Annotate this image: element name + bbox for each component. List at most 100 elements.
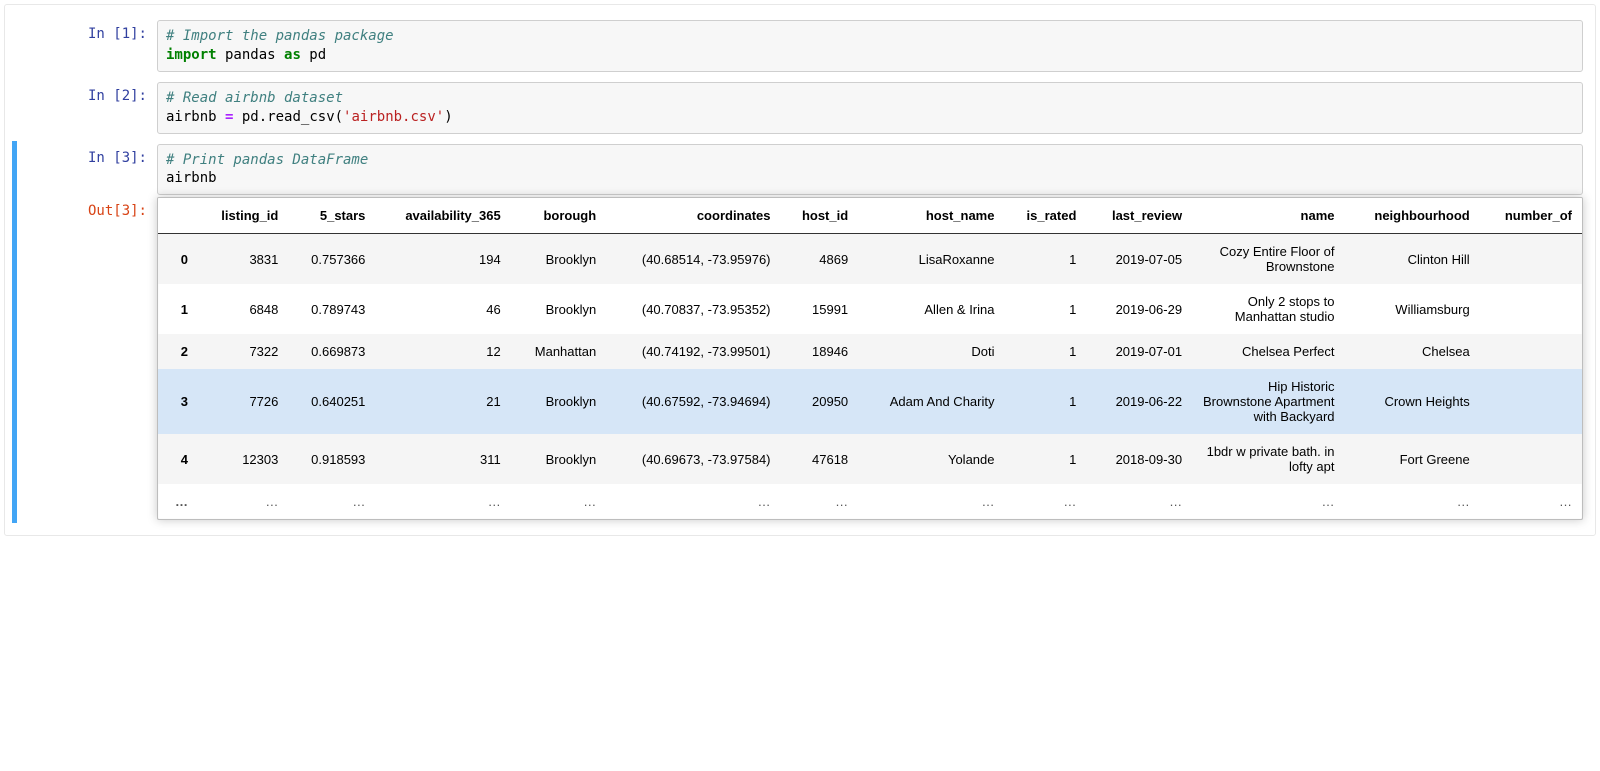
table-row[interactable]: 4123030.918593311Brooklyn(40.69673, -73.… xyxy=(158,434,1582,484)
table-cell: Yolande xyxy=(858,434,1004,484)
table-column-header: listing_id xyxy=(198,198,288,234)
table-cell: 2019-06-22 xyxy=(1086,369,1192,434)
table-cell: Hip Historic Brownstone Apartment with B… xyxy=(1192,369,1344,434)
table-column-header: name xyxy=(1192,198,1344,234)
code-string: 'airbnb.csv' xyxy=(343,109,444,125)
table-cell: 7726 xyxy=(198,369,288,434)
table-cell: … xyxy=(288,484,375,519)
code-text: airbnb xyxy=(166,170,217,186)
code-text: ) xyxy=(444,109,452,125)
code-input-1[interactable]: # Import the pandas package import panda… xyxy=(157,20,1583,72)
table-row[interactable]: 273220.66987312Manhattan(40.74192, -73.9… xyxy=(158,334,1582,369)
code-comment: # Import the pandas package xyxy=(166,28,394,44)
table-cell: 18946 xyxy=(781,334,859,369)
table-cell: Fort Greene xyxy=(1345,434,1480,484)
table-column-header: borough xyxy=(511,198,606,234)
table-column-header: host_name xyxy=(858,198,1004,234)
table-row-index: … xyxy=(158,484,198,519)
table-cell: 2019-07-01 xyxy=(1086,334,1192,369)
table-cell: 1 xyxy=(1004,369,1086,434)
table-cell: Adam And Charity xyxy=(858,369,1004,434)
table-cell: … xyxy=(1004,484,1086,519)
table-cell: LisaRoxanne xyxy=(858,234,1004,285)
table-cell: … xyxy=(781,484,859,519)
table-cell: 46 xyxy=(375,284,510,334)
table-cell: 6848 xyxy=(198,284,288,334)
table-cell: … xyxy=(1192,484,1344,519)
code-cell-2[interactable]: In [2]: # Read airbnb dataset airbnb = p… xyxy=(17,79,1583,137)
table-cell: 0.757366 xyxy=(288,234,375,285)
table-cell: 0.640251 xyxy=(288,369,375,434)
table-cell: 4869 xyxy=(781,234,859,285)
table-column-header: host_id xyxy=(781,198,859,234)
code-cell-3[interactable]: In [3]: # Print pandas DataFrame airbnb … xyxy=(12,141,1583,524)
code-text: . xyxy=(259,109,267,125)
table-cell: (40.69673, -73.97584) xyxy=(606,434,780,484)
table-cell: … xyxy=(198,484,288,519)
input-prompt-2: In [2]: xyxy=(17,82,157,104)
table-row[interactable]: 038310.757366194Brooklyn(40.68514, -73.9… xyxy=(158,234,1582,285)
table-row-index: 3 xyxy=(158,369,198,434)
code-comment: # Print pandas DataFrame xyxy=(166,152,368,168)
table-cell xyxy=(1480,334,1582,369)
table-index-header xyxy=(158,198,198,234)
table-cell: 1 xyxy=(1004,284,1086,334)
notebook-container: In [1]: # Import the pandas package impo… xyxy=(4,4,1596,536)
table-cell: … xyxy=(606,484,780,519)
code-comment: # Read airbnb dataset xyxy=(166,90,343,106)
code-text: pd xyxy=(301,47,326,63)
table-cell: 0.918593 xyxy=(288,434,375,484)
table-cell xyxy=(1480,434,1582,484)
table-column-header: last_review xyxy=(1086,198,1192,234)
table-cell: 12 xyxy=(375,334,510,369)
table-row[interactable]: 377260.64025121Brooklyn(40.67592, -73.94… xyxy=(158,369,1582,434)
table-cell: Brooklyn xyxy=(511,284,606,334)
table-body: 038310.757366194Brooklyn(40.68514, -73.9… xyxy=(158,234,1582,520)
table-cell: (40.67592, -73.94694) xyxy=(606,369,780,434)
table-row-index: 4 xyxy=(158,434,198,484)
table-cell: 2019-06-29 xyxy=(1086,284,1192,334)
table-cell: 0.669873 xyxy=(288,334,375,369)
table-cell: 2019-07-05 xyxy=(1086,234,1192,285)
table-cell: 1 xyxy=(1004,434,1086,484)
table-row-index: 2 xyxy=(158,334,198,369)
table-cell: (40.74192, -73.99501) xyxy=(606,334,780,369)
table-cell: (40.70837, -73.95352) xyxy=(606,284,780,334)
output-block-3: Out[3]: listing_id5_starsavailability_36… xyxy=(17,197,1583,520)
table-cell: Doti xyxy=(858,334,1004,369)
table-cell: … xyxy=(1480,484,1582,519)
table-cell: 7322 xyxy=(198,334,288,369)
dataframe-table: listing_id5_starsavailability_365borough… xyxy=(158,198,1582,519)
table-cell: 311 xyxy=(375,434,510,484)
code-input-2[interactable]: # Read airbnb dataset airbnb = pd.read_c… xyxy=(157,82,1583,134)
table-column-header: availability_365 xyxy=(375,198,510,234)
table-cell: 21 xyxy=(375,369,510,434)
table-cell: Brooklyn xyxy=(511,234,606,285)
table-cell: Chelsea Perfect xyxy=(1192,334,1344,369)
table-cell: … xyxy=(858,484,1004,519)
table-cell xyxy=(1480,369,1582,434)
dataframe-output[interactable]: listing_id5_starsavailability_365borough… xyxy=(157,197,1583,520)
code-input-3[interactable]: # Print pandas DataFrame airbnb xyxy=(157,144,1583,196)
code-text: pandas xyxy=(217,47,284,63)
table-cell: 20950 xyxy=(781,369,859,434)
table-cell: 1 xyxy=(1004,334,1086,369)
code-text: read_csv( xyxy=(267,109,343,125)
code-text: pd xyxy=(233,109,258,125)
code-cell-1[interactable]: In [1]: # Import the pandas package impo… xyxy=(17,17,1583,75)
table-cell: … xyxy=(511,484,606,519)
input-prompt-3: In [3]: xyxy=(17,144,157,166)
table-cell: 1 xyxy=(1004,234,1086,285)
table-cell: 47618 xyxy=(781,434,859,484)
table-cell: 2018-09-30 xyxy=(1086,434,1192,484)
table-row-index: 1 xyxy=(158,284,198,334)
table-cell: … xyxy=(1086,484,1192,519)
table-ellipsis-row: ………………………………… xyxy=(158,484,1582,519)
table-cell: 15991 xyxy=(781,284,859,334)
code-text: airbnb xyxy=(166,109,225,125)
table-cell: 3831 xyxy=(198,234,288,285)
table-row[interactable]: 168480.78974346Brooklyn(40.70837, -73.95… xyxy=(158,284,1582,334)
table-cell: 0.789743 xyxy=(288,284,375,334)
code-keyword: as xyxy=(284,47,301,63)
table-cell: (40.68514, -73.95976) xyxy=(606,234,780,285)
